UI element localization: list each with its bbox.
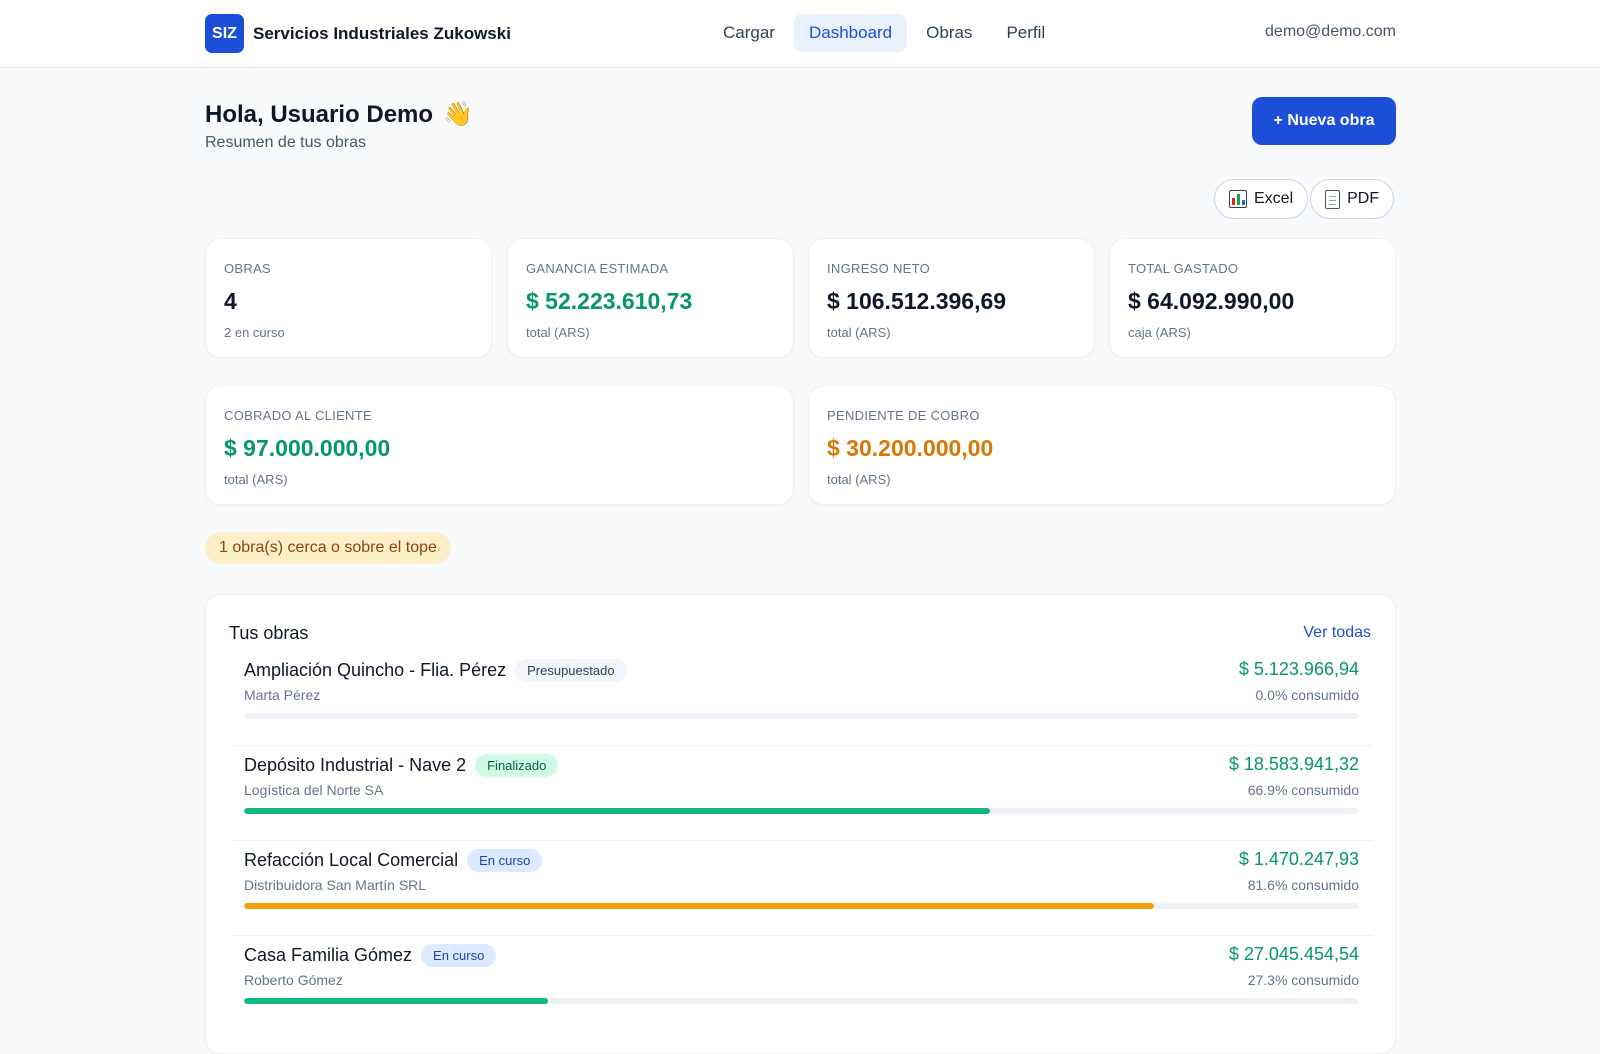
stat-card-cobrado: COBRADO AL CLIENTE $ 97.000.000,00 total…: [205, 385, 794, 505]
main-nav: Cargar Dashboard Obras Perfil: [708, 14, 1060, 52]
obra-consumed: 0.0% consumido: [1255, 687, 1359, 703]
progress-fill: [244, 808, 990, 814]
nav-obras[interactable]: Obras: [926, 23, 973, 42]
stat-card-ingreso: INGRESO NETO $ 106.512.396,69 total (ARS…: [808, 238, 1095, 358]
nav-dashboard[interactable]: Dashboard: [793, 14, 908, 52]
obras-panel: Tus obras Ver todas Ampliación Quincho -…: [205, 594, 1396, 1054]
progress-track: [244, 903, 1359, 909]
panel-title: Tus obras: [229, 623, 309, 643]
progress-fill: [244, 998, 549, 1004]
obra-name: Ampliación Quincho - Flia. Pérez: [244, 660, 507, 680]
waving-hand-icon: 👋: [443, 101, 473, 128]
document-icon: [1325, 189, 1341, 209]
obra-name: Refacción Local Comercial: [244, 850, 459, 870]
obra-amount: $ 1.470.247,93: [1238, 849, 1359, 869]
stat-value: 4: [224, 288, 237, 314]
stat-label: INGRESO NETO: [827, 261, 931, 276]
progress-fill: [244, 903, 1154, 909]
obra-row[interactable]: Ampliación Quincho - Flia. Pérez Presupu…: [230, 651, 1373, 746]
export-pdf-button[interactable]: PDF: [1310, 179, 1395, 219]
stat-label: GANANCIA ESTIMADA: [526, 261, 669, 276]
stat-card-ganancia: GANANCIA ESTIMADA $ 52.223.610,73 total …: [507, 238, 794, 358]
stat-sub: total (ARS): [224, 472, 288, 487]
obra-row[interactable]: Casa Familia Gómez En curso Roberto Góme…: [230, 936, 1373, 1031]
status-badge: En curso: [421, 944, 497, 967]
obra-client: Logística del Norte SA: [244, 782, 384, 798]
user-email[interactable]: demo@demo.com: [1265, 23, 1396, 40]
nav-perfil[interactable]: Perfil: [1006, 23, 1046, 42]
stat-sub: 2 en curso: [224, 325, 285, 340]
brand-name[interactable]: Servicios Industriales Zukowski: [253, 23, 511, 43]
obra-client: Marta Pérez: [244, 687, 321, 703]
stat-label: COBRADO AL CLIENTE: [224, 408, 372, 423]
stat-value: $ 30.200.000,00: [827, 435, 994, 461]
obra-client: Roberto Gómez: [244, 972, 343, 988]
stat-value: $ 52.223.610,73: [526, 288, 693, 314]
obra-amount: $ 5.123.966,94: [1238, 659, 1359, 679]
obra-amount: $ 18.583.941,32: [1228, 754, 1359, 774]
greeting-title: Hola, Usuario Demo 👋: [205, 100, 473, 129]
logo[interactable]: SIZ: [205, 14, 244, 53]
brand[interactable]: SIZ Servicios Industriales Zukowski: [205, 14, 511, 53]
progress-track: [244, 998, 1359, 1004]
obra-row[interactable]: Depósito Industrial - Nave 2 Finalizado …: [230, 746, 1373, 841]
obra-consumed: 66.9% consumido: [1247, 782, 1359, 798]
stat-value: $ 64.092.990,00: [1128, 288, 1295, 314]
status-badge: En curso: [467, 849, 543, 872]
stat-card-gastado: TOTAL GASTADO $ 64.092.990,00 caja (ARS): [1109, 238, 1396, 358]
export-pdf-label: PDF: [1347, 190, 1380, 207]
obra-client: Distribuidora San Martín SRL: [244, 877, 427, 893]
stat-value: $ 106.512.396,69: [827, 288, 1007, 314]
obra-consumed: 27.3% consumido: [1247, 972, 1359, 988]
obra-name: Casa Familia Gómez: [244, 945, 413, 965]
stat-sub: total (ARS): [827, 325, 891, 340]
stat-label: TOTAL GASTADO: [1128, 261, 1239, 276]
obra-title: Refacción Local Comercial En curso: [244, 849, 543, 872]
view-all-link[interactable]: Ver todas: [1303, 624, 1371, 641]
obra-title: Depósito Industrial - Nave 2 Finalizado: [244, 754, 559, 777]
budget-alert-badge[interactable]: 1 obra(s) cerca o sobre el tope: [205, 532, 451, 564]
stat-sub: caja (ARS): [1128, 325, 1191, 340]
greeting-text: Hola, Usuario Demo: [205, 100, 434, 128]
obra-title: Ampliación Quincho - Flia. Pérez Presupu…: [244, 659, 627, 682]
stat-value: $ 97.000.000,00: [224, 435, 391, 461]
status-badge: Finalizado: [475, 754, 559, 777]
bar-chart-icon: [1229, 190, 1247, 208]
stat-label: OBRAS: [224, 261, 272, 276]
new-obra-button[interactable]: + Nueva obra: [1252, 97, 1396, 145]
obra-title: Casa Familia Gómez En curso: [244, 944, 497, 967]
obra-name: Depósito Industrial - Nave 2: [244, 755, 467, 775]
nav-cargar[interactable]: Cargar: [723, 23, 775, 42]
progress-track: [244, 808, 1359, 814]
stat-label: PENDIENTE DE COBRO: [827, 408, 980, 423]
obra-row[interactable]: Refacción Local Comercial En curso Distr…: [230, 841, 1373, 936]
stat-sub: total (ARS): [526, 325, 590, 340]
export-excel-label: Excel: [1254, 190, 1294, 207]
progress-track: [244, 713, 1359, 719]
export-buttons: Excel PDF: [1214, 179, 1395, 219]
export-excel-button[interactable]: Excel: [1214, 179, 1309, 219]
obra-consumed: 81.6% consumido: [1247, 877, 1359, 893]
greeting-subtitle: Resumen de tus obras: [205, 134, 366, 151]
top-navbar: SIZ Servicios Industriales Zukowski Carg…: [0, 0, 1600, 68]
status-badge: Presupuestado: [515, 659, 627, 682]
stat-sub: total (ARS): [827, 472, 891, 487]
stat-card-pendiente: PENDIENTE DE COBRO $ 30.200.000,00 total…: [808, 385, 1396, 505]
stat-card-obras: OBRAS 4 2 en curso: [205, 238, 492, 358]
obra-amount: $ 27.045.454,54: [1228, 944, 1359, 964]
